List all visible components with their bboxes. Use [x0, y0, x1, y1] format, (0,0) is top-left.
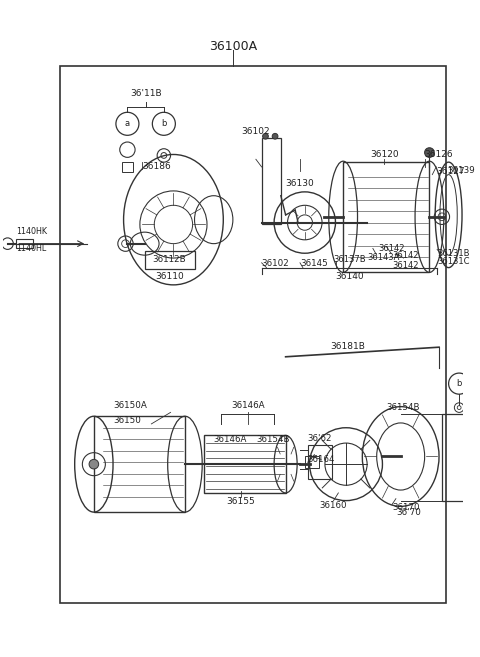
Text: 36137B: 36137B: [334, 255, 366, 264]
Bar: [343, 162, 430, 273]
Text: 36110: 36110: [155, 273, 184, 281]
Circle shape: [425, 148, 434, 158]
Text: 36154B: 36154B: [386, 403, 420, 413]
Text: a: a: [125, 120, 130, 128]
Text: 36102: 36102: [241, 127, 270, 136]
Text: 36142: 36142: [392, 261, 419, 270]
Text: 1140HK: 1140HK: [16, 227, 47, 236]
Text: 36146A: 36146A: [231, 401, 265, 409]
Bar: [121, 162, 133, 171]
Text: 36'11B: 36'11B: [130, 89, 161, 98]
Circle shape: [272, 133, 278, 139]
Text: 36142: 36142: [392, 252, 419, 260]
Text: 36139: 36139: [448, 166, 475, 175]
Bar: [94, 417, 185, 512]
Text: 36'62: 36'62: [308, 434, 332, 443]
Circle shape: [263, 133, 268, 139]
Text: 36164: 36164: [308, 455, 335, 464]
Bar: [308, 445, 332, 478]
Text: 36150: 36150: [113, 417, 141, 425]
Text: 36131C: 36131C: [437, 257, 469, 266]
Bar: [60, 66, 446, 603]
Text: 36100A: 36100A: [209, 40, 257, 53]
Text: 36142: 36142: [379, 244, 405, 253]
Text: 36154B: 36154B: [256, 436, 289, 444]
Text: 36130: 36130: [286, 179, 314, 188]
Text: 36102: 36102: [262, 259, 289, 268]
Text: 36'70: 36'70: [396, 509, 421, 517]
Circle shape: [89, 459, 99, 469]
Text: 36170: 36170: [392, 503, 420, 512]
Text: 36186: 36186: [142, 162, 170, 171]
Text: 1140HL: 1140HL: [16, 244, 47, 253]
Text: 36112B: 36112B: [153, 256, 186, 265]
Text: 36181B: 36181B: [331, 342, 365, 351]
Bar: [144, 252, 194, 269]
Text: 36143A: 36143A: [367, 253, 399, 262]
Bar: [305, 457, 319, 468]
Text: 36127: 36127: [436, 167, 465, 176]
Text: 36160: 36160: [320, 501, 348, 510]
Bar: [204, 436, 286, 493]
Text: 36145: 36145: [300, 259, 328, 268]
Bar: [16, 239, 34, 248]
Text: 36150A: 36150A: [113, 401, 147, 411]
Text: 36155: 36155: [226, 497, 255, 506]
Text: 36120: 36120: [370, 150, 399, 159]
Bar: [442, 415, 479, 501]
Text: 36146A: 36146A: [214, 436, 247, 444]
Text: 36140: 36140: [336, 273, 364, 281]
Bar: [262, 138, 281, 225]
Text: b: b: [161, 120, 167, 128]
Text: 36126: 36126: [425, 150, 453, 159]
Text: 36131B: 36131B: [437, 250, 469, 258]
Text: b: b: [456, 379, 462, 388]
